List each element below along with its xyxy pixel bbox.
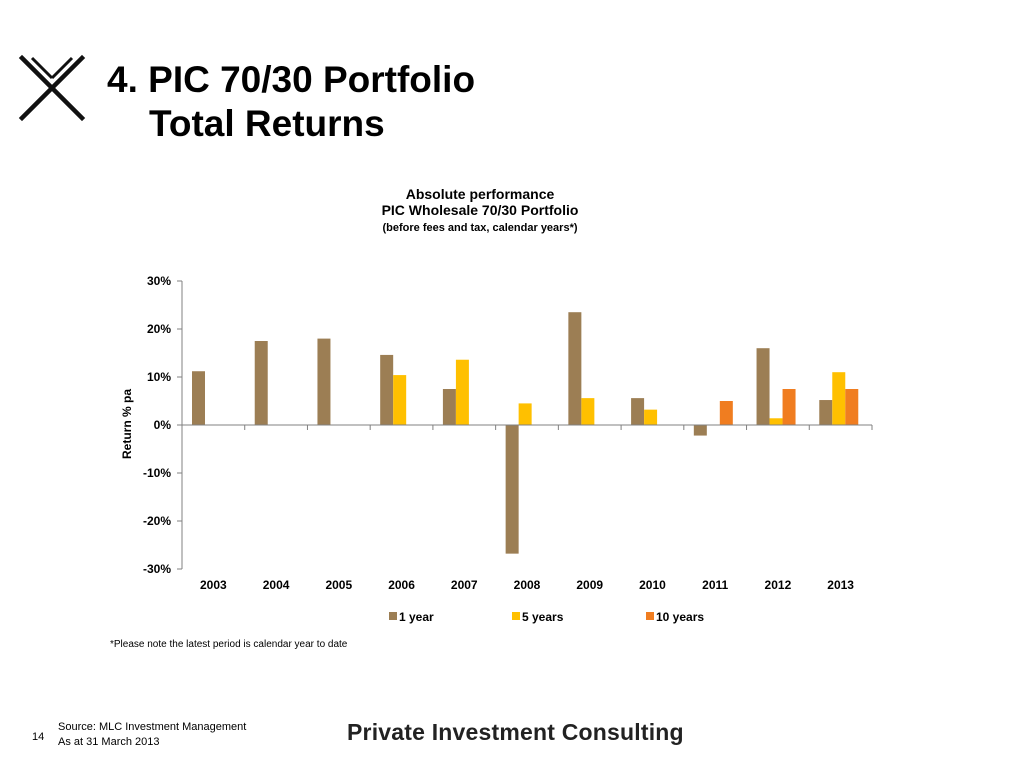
x-tick-label: 2005 bbox=[325, 578, 352, 592]
bar-2007-1-year bbox=[442, 389, 456, 425]
source-note: Source: MLC Investment Management As at … bbox=[58, 720, 246, 750]
y-axis-label: Return % pa bbox=[120, 389, 134, 459]
bar-2006-1-year bbox=[380, 354, 394, 425]
chart-subtitle-note: (before fees and tax, calendar years*) bbox=[382, 222, 577, 234]
legend-label: 5 years bbox=[522, 610, 564, 624]
legend-swatch-1-year bbox=[389, 612, 397, 620]
footnote: *Please note the latest period is calend… bbox=[110, 639, 348, 650]
bar-2012-1-year bbox=[756, 348, 770, 425]
x-tick-label: 2013 bbox=[827, 578, 854, 592]
brand-logo: Private Investment Consulting bbox=[347, 719, 684, 745]
legend-label: 1 year bbox=[399, 610, 434, 624]
bar-2012-5-years bbox=[769, 418, 783, 425]
page-number: 14 bbox=[32, 731, 45, 743]
bar-2013-1-year bbox=[819, 400, 833, 425]
x-tick-label: 2010 bbox=[639, 578, 666, 592]
bar-2013-5-years bbox=[832, 372, 846, 425]
bar-2010-5-years bbox=[644, 409, 658, 425]
x-tick-label: 2004 bbox=[263, 578, 290, 592]
bar-2010-1-year bbox=[631, 398, 645, 425]
bar-2011-10-years bbox=[719, 401, 733, 425]
x-tick-label: 2003 bbox=[200, 578, 227, 592]
bar-2009-5-years bbox=[581, 398, 595, 425]
bar-2013-10-years bbox=[845, 389, 859, 425]
x-tick-label: 2007 bbox=[451, 578, 478, 592]
y-tick-label: -30% bbox=[143, 562, 171, 576]
y-tick-label: -20% bbox=[143, 514, 171, 528]
x-tick-label: 2008 bbox=[514, 578, 541, 592]
bar-2009-1-year bbox=[568, 312, 582, 425]
bar-2008-5-years bbox=[518, 403, 532, 425]
bar-2005-1-year bbox=[317, 338, 331, 425]
page-title-line1: 4. PIC 70/30 Portfolio bbox=[107, 59, 476, 100]
y-tick-label: -10% bbox=[143, 466, 171, 480]
x-tick-label: 2011 bbox=[702, 578, 728, 592]
bar-2012-10-years bbox=[782, 389, 796, 425]
chart-subtitle: PIC Wholesale 70/30 Portfolio bbox=[382, 202, 579, 218]
y-tick-label: 20% bbox=[147, 322, 171, 336]
page-title: 4. PIC 70/30 Portfolio Total Returns bbox=[107, 58, 475, 146]
y-tick-label: 0% bbox=[154, 418, 172, 432]
legend-swatch-5-years bbox=[512, 612, 520, 620]
bar-2003-1-year bbox=[192, 371, 205, 425]
bar-2004-1-year bbox=[254, 341, 268, 425]
legend-swatch-10-years bbox=[646, 612, 654, 620]
bar-2007-5-years bbox=[455, 359, 469, 425]
bar-2008-1-year bbox=[505, 425, 519, 554]
source-line: Source: MLC Investment Management bbox=[58, 721, 247, 733]
y-tick-label: 30% bbox=[147, 274, 171, 288]
x-logo-icon bbox=[18, 54, 86, 122]
bar-2011-1-year bbox=[693, 425, 707, 436]
chart-title: Absolute performance bbox=[406, 186, 555, 202]
x-tick-label: 2012 bbox=[765, 578, 792, 592]
x-tick-label: 2009 bbox=[576, 578, 603, 592]
as-at-line: As at 31 March 2013 bbox=[58, 736, 160, 748]
legend-label: 10 years bbox=[656, 610, 704, 624]
page-title-line2: Total Returns bbox=[149, 103, 385, 144]
y-tick-label: 10% bbox=[147, 370, 171, 384]
x-tick-label: 2006 bbox=[388, 578, 415, 592]
bar-2006-5-years bbox=[393, 375, 407, 425]
